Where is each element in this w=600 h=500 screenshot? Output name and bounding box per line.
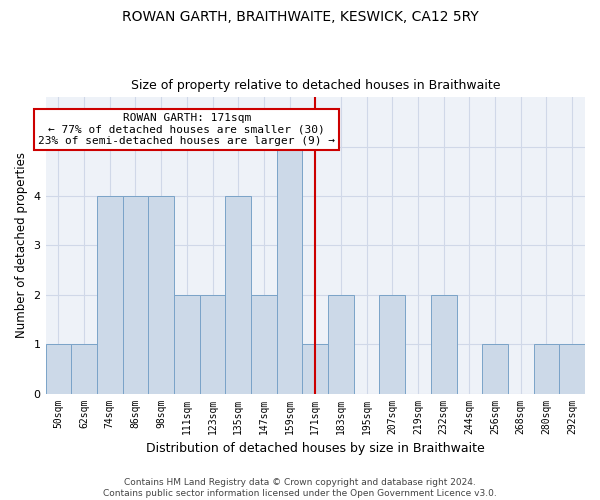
X-axis label: Distribution of detached houses by size in Braithwaite: Distribution of detached houses by size … — [146, 442, 485, 455]
Bar — [559, 344, 585, 394]
Bar — [122, 196, 148, 394]
Text: ROWAN GARTH: 171sqm
← 77% of detached houses are smaller (30)
23% of semi-detach: ROWAN GARTH: 171sqm ← 77% of detached ho… — [38, 113, 335, 146]
Bar — [46, 344, 71, 394]
Title: Size of property relative to detached houses in Braithwaite: Size of property relative to detached ho… — [131, 79, 500, 92]
Bar — [328, 295, 354, 394]
Bar — [200, 295, 226, 394]
Bar — [431, 295, 457, 394]
Bar — [251, 295, 277, 394]
Bar — [533, 344, 559, 394]
Bar — [71, 344, 97, 394]
Text: Contains HM Land Registry data © Crown copyright and database right 2024.
Contai: Contains HM Land Registry data © Crown c… — [103, 478, 497, 498]
Bar — [379, 295, 405, 394]
Bar — [226, 196, 251, 394]
Bar — [482, 344, 508, 394]
Bar — [277, 146, 302, 394]
Bar — [97, 196, 122, 394]
Bar — [148, 196, 174, 394]
Bar — [174, 295, 200, 394]
Y-axis label: Number of detached properties: Number of detached properties — [15, 152, 28, 338]
Text: ROWAN GARTH, BRAITHWAITE, KESWICK, CA12 5RY: ROWAN GARTH, BRAITHWAITE, KESWICK, CA12 … — [122, 10, 478, 24]
Bar — [302, 344, 328, 394]
